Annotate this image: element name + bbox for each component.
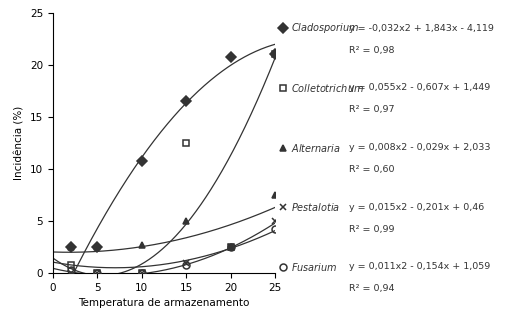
Text: $\it{Cladosporium}$: $\it{Cladosporium}$ [291, 21, 360, 35]
Text: R² = 0,97: R² = 0,97 [349, 106, 395, 114]
Text: y = -0,032x2 + 1,843x - 4,119: y = -0,032x2 + 1,843x - 4,119 [349, 24, 494, 33]
Text: y = 0,008x2 - 0,029x + 2,033: y = 0,008x2 - 0,029x + 2,033 [349, 143, 490, 152]
Text: y = 0,011x2 - 0,154x + 1,059: y = 0,011x2 - 0,154x + 1,059 [349, 263, 490, 271]
X-axis label: Temperatura de armazenamento: Temperatura de armazenamento [78, 299, 250, 308]
Text: $\it{Alternaria}$: $\it{Alternaria}$ [291, 142, 341, 154]
Text: y = 0,055x2 - 0,607x + 1,449: y = 0,055x2 - 0,607x + 1,449 [349, 84, 490, 92]
Text: R² = 0,60: R² = 0,60 [349, 165, 395, 174]
Text: $\it{Fusarium}$: $\it{Fusarium}$ [291, 261, 338, 273]
Text: R² = 0,99: R² = 0,99 [349, 225, 395, 234]
Text: $\it{Colletotrichum}$: $\it{Colletotrichum}$ [291, 82, 364, 94]
Text: R² = 0,94: R² = 0,94 [349, 284, 395, 293]
Text: y = 0,015x2 - 0,201x + 0,46: y = 0,015x2 - 0,201x + 0,46 [349, 203, 485, 212]
Text: R² = 0,98: R² = 0,98 [349, 46, 395, 55]
Y-axis label: Incidência (%): Incidência (%) [14, 106, 24, 180]
Text: $\it{Pestalotia}$: $\it{Pestalotia}$ [291, 201, 340, 213]
